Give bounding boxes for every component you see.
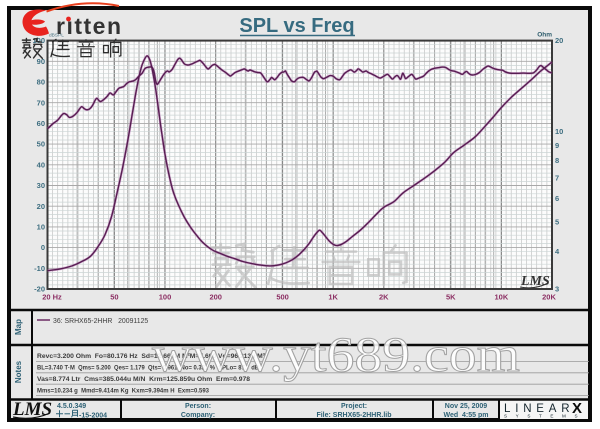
svg-text:8: 8 [555, 156, 559, 165]
svg-text:90: 90 [37, 57, 45, 66]
svg-text:10: 10 [555, 127, 563, 136]
svg-text:Person:: Person: [185, 403, 211, 410]
svg-text:20K: 20K [542, 293, 556, 302]
svg-text:4.5.0.349: 4.5.0.349 [57, 403, 86, 410]
svg-text:3: 3 [555, 285, 559, 294]
svg-text:Mms=10.234 g Mmd=9.414m Kg K: Mms=10.234 g Mmd=9.414m Kg Kxm=9.394m H … [37, 388, 209, 395]
svg-text:Vas=8.774 Ltr Cms=385.044u M/: Vas=8.774 Ltr Cms=385.044u M/N Krm=125.8… [37, 376, 250, 383]
svg-text:-15-2004: -15-2004 [79, 412, 107, 419]
svg-text:Nov 25, 2009: Nov 25, 2009 [445, 403, 488, 410]
svg-text:2K: 2K [379, 293, 389, 302]
svg-text:-20: -20 [34, 285, 45, 294]
svg-text:200: 200 [209, 293, 222, 302]
svg-text:0: 0 [41, 243, 45, 252]
svg-text:500: 500 [276, 293, 289, 302]
svg-text:Company:: Company: [181, 412, 215, 419]
svg-text:6: 6 [555, 194, 559, 203]
svg-text:X: X [572, 400, 582, 417]
svg-text:Notes: Notes [14, 360, 23, 383]
svg-text:File: SRHX65-2HHR.lib: File: SRHX65-2HHR.lib [316, 412, 391, 419]
svg-text:30: 30 [37, 181, 45, 190]
svg-text:7: 7 [555, 174, 559, 183]
svg-text:LINEAR: LINEAR [504, 403, 574, 415]
svg-text:50: 50 [110, 293, 118, 302]
svg-text:LMS: LMS [12, 399, 52, 420]
svg-text:10: 10 [37, 223, 45, 232]
svg-text:70: 70 [37, 98, 45, 107]
svg-text:Map: Map [14, 319, 23, 335]
svg-text:36: SRHX65-2HHR 20091125: 36: SRHX65-2HHR 20091125 [53, 318, 148, 325]
svg-text:20: 20 [555, 36, 563, 45]
svg-text:Revc=3.200 Ohm Fo=80.176 Hz: Revc=3.200 Ohm Fo=80.176 Hz Sd=12.668M M… [37, 353, 266, 360]
svg-text:Project:: Project: [341, 403, 367, 410]
svg-text:20 Hz: 20 Hz [42, 293, 62, 302]
svg-text:5: 5 [555, 218, 559, 227]
svg-text:10K: 10K [495, 293, 509, 302]
svg-text:rıtten: rıtten [56, 13, 123, 39]
svg-text:40: 40 [37, 160, 45, 169]
svg-text:SYSTEMS: SYSTEMS [504, 414, 586, 419]
svg-text:-10: -10 [34, 264, 45, 273]
svg-text:9: 9 [555, 141, 559, 150]
svg-text:100: 100 [159, 293, 172, 302]
svg-text:20: 20 [37, 202, 45, 211]
svg-text:Wed 4:55 pm: Wed 4:55 pm [444, 412, 489, 419]
svg-text:dBSPL: dBSPL [49, 33, 64, 39]
svg-text:BL=3.740 T·M Qms= 5.200 Qes=: BL=3.740 T·M Qms= 5.200 Qes= 1.179 Qts= … [37, 365, 259, 372]
svg-text:Ohm: Ohm [537, 32, 552, 39]
svg-text:SPL vs Freq: SPL vs Freq [239, 15, 354, 37]
svg-text:50: 50 [37, 140, 45, 149]
svg-text:5K: 5K [446, 293, 456, 302]
svg-text:100: 100 [32, 36, 45, 45]
svg-text:4: 4 [555, 247, 560, 256]
svg-text:1K: 1K [328, 293, 338, 302]
svg-text:LMS: LMS [520, 274, 550, 289]
svg-text:www.yt689.com: www.yt689.com [152, 326, 520, 382]
svg-text:80: 80 [37, 78, 45, 87]
svg-text:60: 60 [37, 119, 45, 128]
